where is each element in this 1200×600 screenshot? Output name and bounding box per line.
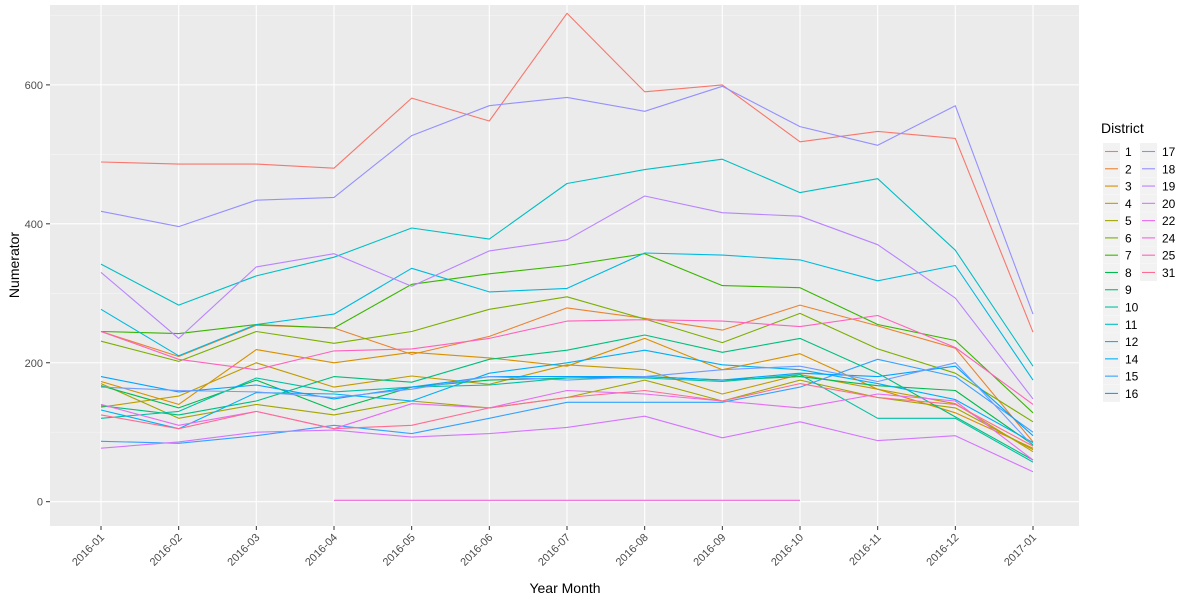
legend-label-district-16: 16	[1125, 387, 1139, 401]
series-line-district-4	[100, 362, 1034, 453]
series-line-district-18	[100, 85, 1034, 315]
legend-label-district-17: 17	[1162, 145, 1176, 159]
series-line-district-10	[100, 374, 1034, 463]
x-tick-label: 2016-05	[381, 532, 418, 569]
x-tick-label: 2016-12	[924, 532, 961, 569]
series-line-district-1	[100, 12, 1034, 333]
series-lines	[100, 12, 1034, 501]
legend-title: District	[1101, 120, 1144, 136]
legend-label-district-12: 12	[1125, 335, 1139, 349]
legend-label-district-18: 18	[1162, 162, 1176, 176]
series-line-district-12	[100, 252, 1034, 381]
x-tick-label: 2016-04	[303, 532, 340, 569]
legend-label-district-5: 5	[1125, 214, 1132, 228]
x-tick-label: 2016-03	[225, 532, 262, 569]
series-line-district-31	[100, 383, 1034, 447]
x-tick-label: 2017-01	[1002, 532, 1039, 569]
legend-label-district-8: 8	[1125, 266, 1132, 280]
y-tick-label: 400	[25, 219, 43, 231]
series-line-district-14	[100, 349, 1034, 444]
legend-label-district-2: 2	[1125, 162, 1132, 176]
legend-label-district-14: 14	[1125, 352, 1139, 366]
y-tick-label: 600	[25, 80, 43, 92]
legend-label-district-25: 25	[1162, 249, 1176, 263]
y-axis: 0 200 400 600	[25, 80, 50, 509]
legend-label-district-6: 6	[1125, 231, 1132, 245]
legend-label-district-24: 24	[1162, 231, 1176, 245]
series-line-district-2	[100, 304, 1034, 443]
legend-label-district-19: 19	[1162, 180, 1176, 194]
series-line-district-20	[100, 415, 1034, 473]
legend-label-district-3: 3	[1125, 180, 1132, 194]
legend-label-district-7: 7	[1125, 249, 1132, 263]
legend-label-district-20: 20	[1162, 197, 1176, 211]
series-line-district-19	[100, 195, 1034, 400]
series-line-district-9	[100, 334, 1034, 461]
series-line-district-6	[100, 296, 1034, 423]
minor-gridlines	[50, 15, 1079, 433]
x-axis: 2016-01 2016-02 2016-03 2016-04 2016-05 2016-…	[70, 526, 1039, 569]
x-tick-label: 2016-08	[614, 532, 651, 569]
x-tick-label: 2016-02	[148, 532, 185, 569]
y-tick-label: 200	[25, 358, 43, 370]
x-tick-label: 2016-01	[70, 532, 107, 569]
legend-label-district-10: 10	[1125, 301, 1139, 315]
x-tick-label: 2016-07	[536, 532, 573, 569]
y-tick-label: 0	[37, 497, 43, 509]
series-line-district-15	[100, 358, 1034, 444]
legend-label-district-4: 4	[1125, 197, 1132, 211]
legend-label-district-15: 15	[1125, 370, 1139, 384]
x-tick-label: 2016-11	[847, 532, 883, 568]
x-axis-title: Year Month	[529, 580, 600, 596]
legend-label-district-31: 31	[1162, 266, 1176, 280]
y-axis-title: Numerator	[6, 232, 22, 298]
legend-label-district-22: 22	[1162, 214, 1176, 228]
series-line-district-17	[100, 362, 1034, 447]
legend: District 1234567891011121415161718192022…	[1101, 120, 1176, 402]
x-tick-label: 2016-09	[691, 532, 728, 569]
x-tick-label: 2016-06	[458, 532, 495, 569]
x-tick-label: 2016-10	[769, 532, 806, 569]
legend-label-district-9: 9	[1125, 283, 1132, 297]
series-line-district-11	[100, 158, 1034, 367]
legend-label-district-1: 1	[1125, 145, 1132, 159]
series-line-district-16	[100, 365, 1034, 437]
legend-label-district-11: 11	[1125, 318, 1138, 332]
series-line-district-25	[100, 314, 1034, 405]
